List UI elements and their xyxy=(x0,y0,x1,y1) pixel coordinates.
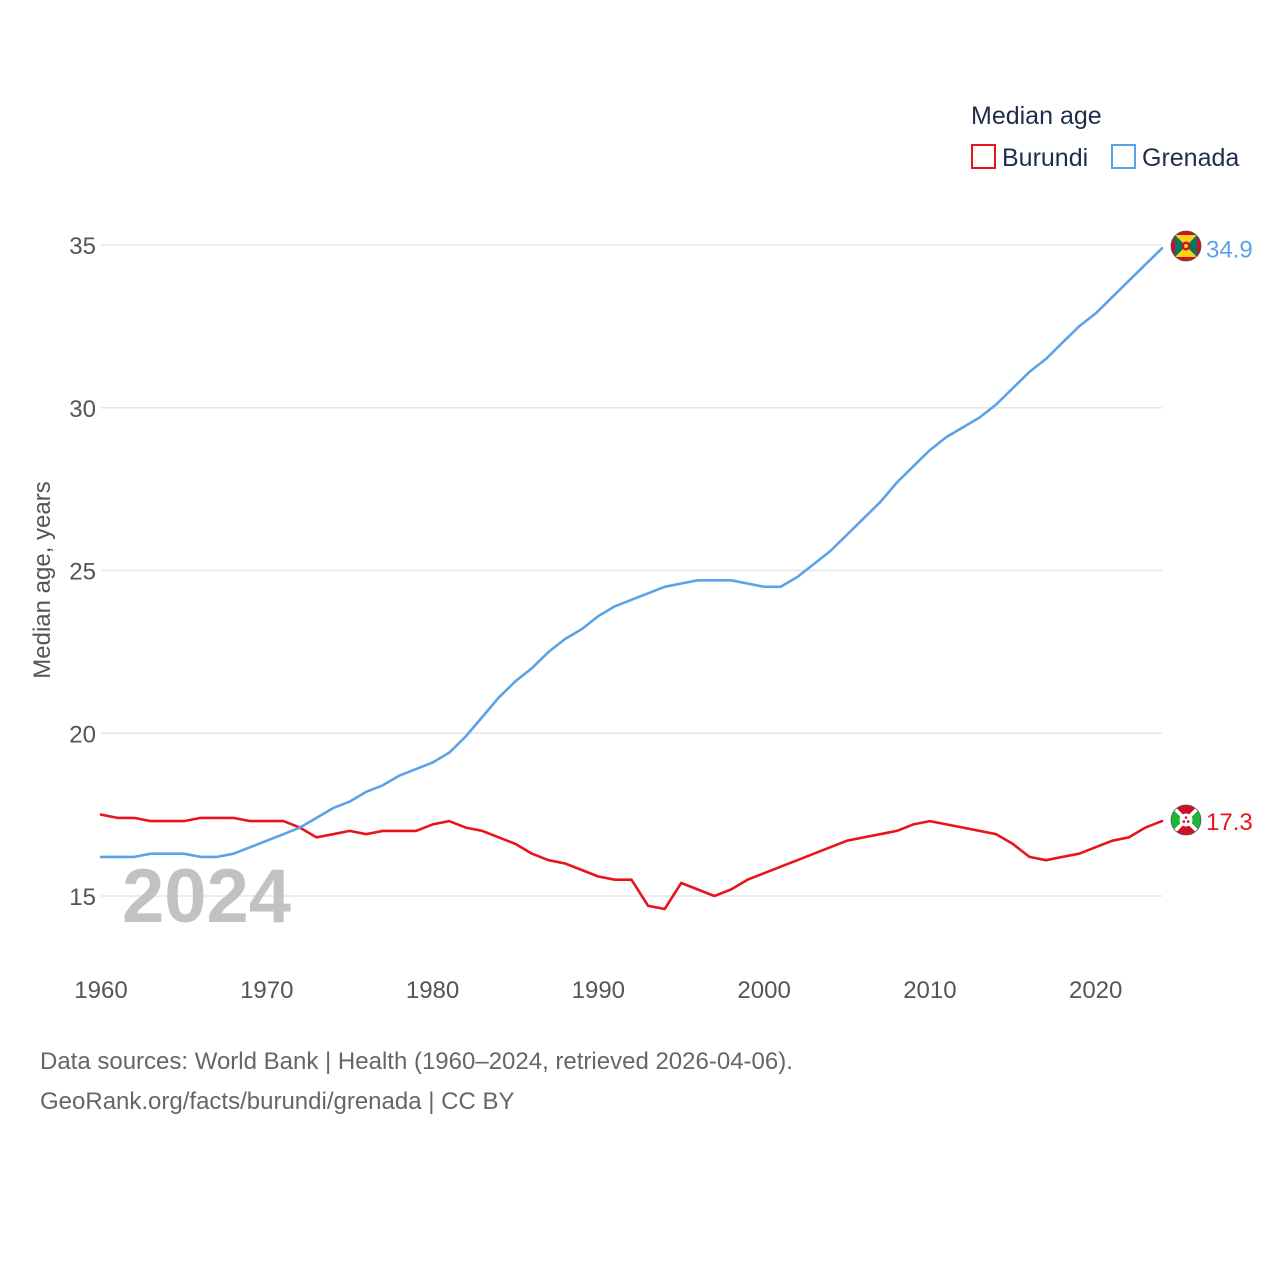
x-tick-label-1960: 1960 xyxy=(74,977,127,1004)
end-labels: 17.3 34.9 xyxy=(1206,236,1253,836)
burundi-flag-icon xyxy=(1170,804,1202,836)
series-lines xyxy=(99,247,1164,911)
x-tick-label-1980: 1980 xyxy=(406,977,459,1004)
x-tick-label-1970: 1970 xyxy=(240,977,293,1004)
legend: Median age Burundi Grenada xyxy=(971,102,1239,172)
x-axis-ticks: 1960 1970 1980 1990 2000 2010 2020 xyxy=(74,977,1122,1004)
y-axis-ticks: 15 20 25 30 35 xyxy=(69,233,96,911)
grenada-flag-icon xyxy=(1170,230,1202,262)
legend-swatch-burundi[interactable] xyxy=(971,144,996,169)
y-tick-label-25: 25 xyxy=(69,559,96,586)
end-value-label-burundi: 17.3 xyxy=(1206,809,1253,836)
x-tick-label-1990: 1990 xyxy=(572,977,625,1004)
legend-label-burundi[interactable]: Burundi xyxy=(1002,144,1088,172)
y-tick-label-35: 35 xyxy=(69,233,96,260)
footer: Data sources: World Bank | Health (1960–… xyxy=(40,1042,793,1122)
legend-label-grenada[interactable]: Grenada xyxy=(1142,144,1239,172)
gridlines xyxy=(101,244,1162,897)
series-line-grenada[interactable] xyxy=(99,247,1164,859)
x-tick-label-2010: 2010 xyxy=(903,977,956,1004)
end-value-label-grenada: 34.9 xyxy=(1206,236,1253,263)
legend-title: Median age xyxy=(971,102,1102,130)
footer-attribution[interactable]: GeoRank.org/facts/burundi/grenada | CC B… xyxy=(40,1088,515,1115)
y-axis-title: Median age, years xyxy=(29,481,56,678)
y-tick-label-30: 30 xyxy=(69,396,96,423)
footer-sources: Data sources: World Bank | Health (1960–… xyxy=(40,1048,793,1075)
y-tick-label-20: 20 xyxy=(69,721,96,748)
x-tick-label-2020: 2020 xyxy=(1069,977,1122,1004)
legend-swatch-grenada[interactable] xyxy=(1111,144,1136,169)
year-label: 2024 xyxy=(122,854,291,939)
series-line-burundi[interactable] xyxy=(99,813,1164,911)
x-tick-label-2000: 2000 xyxy=(737,977,790,1004)
y-tick-label-15: 15 xyxy=(69,884,96,911)
